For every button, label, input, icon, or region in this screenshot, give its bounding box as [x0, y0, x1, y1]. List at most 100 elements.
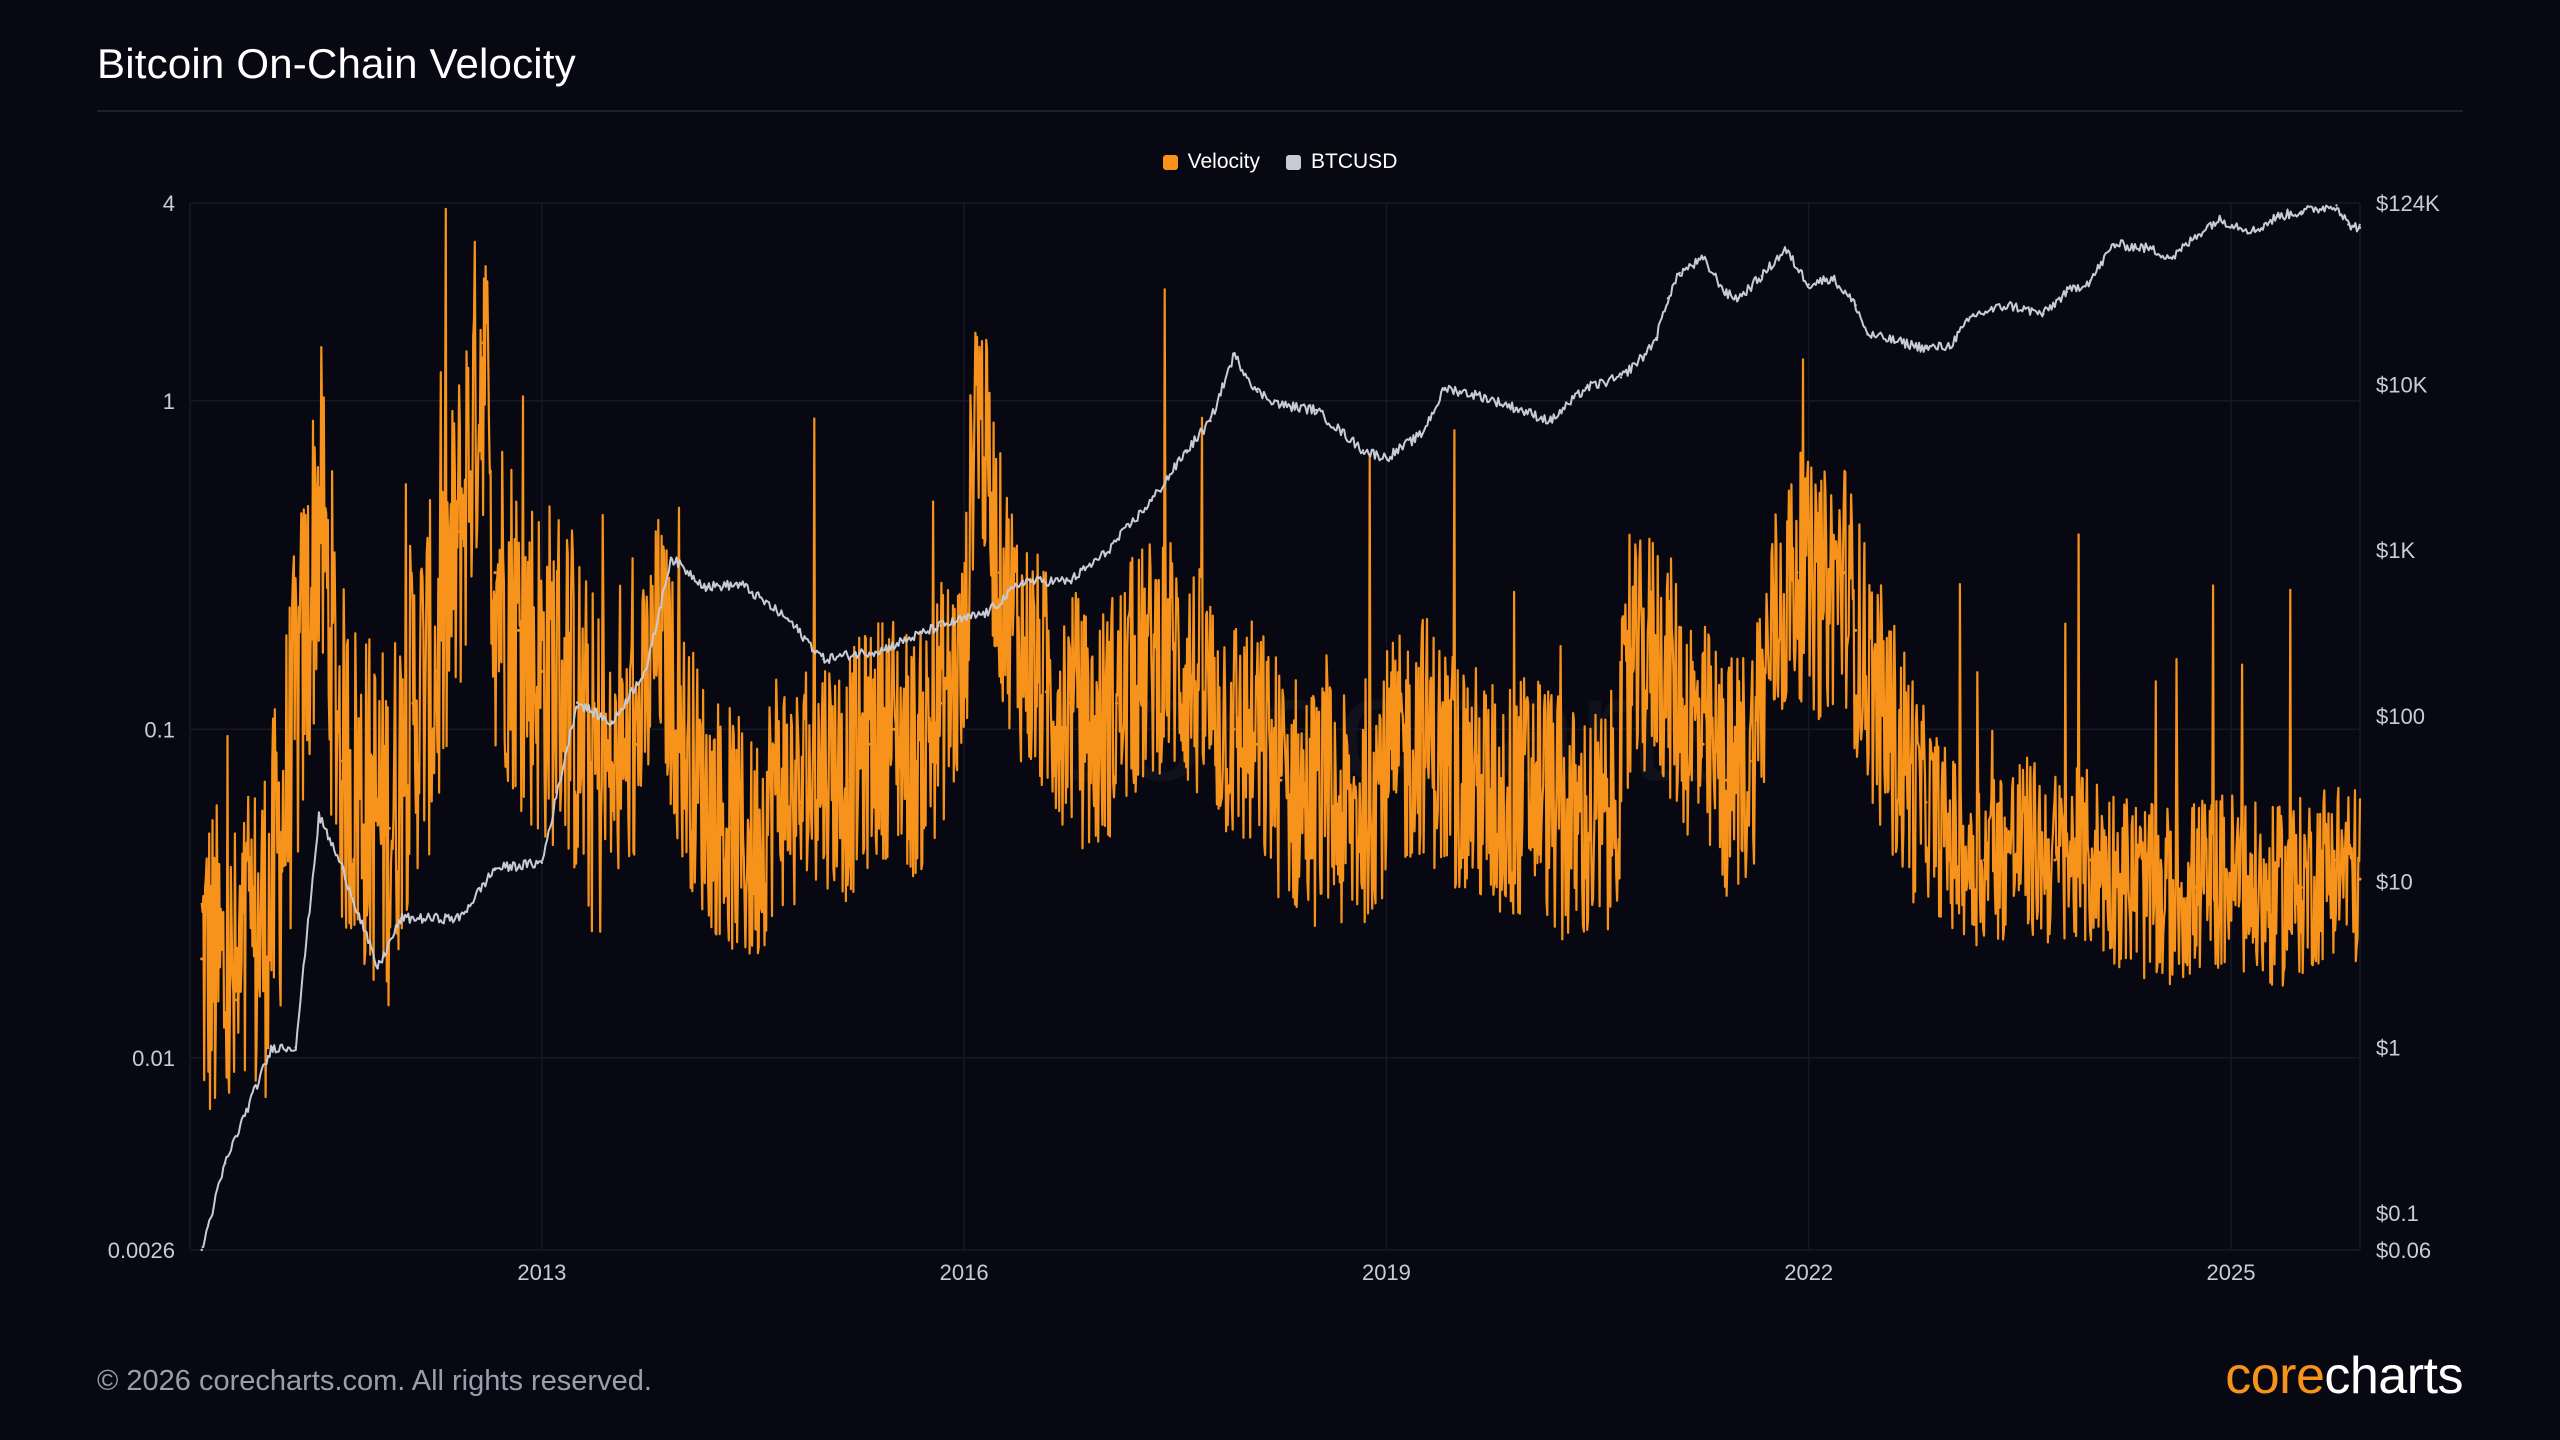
velocity-point	[1209, 701, 1212, 705]
velocity-point	[1068, 701, 1072, 705]
velocity-point	[939, 701, 943, 705]
btcusd-point	[399, 917, 403, 920]
velocity-point	[1795, 571, 1799, 575]
velocity-point	[962, 669, 966, 673]
btcusd-point	[1103, 552, 1107, 555]
btcusd-point	[822, 657, 825, 661]
velocity-point	[1162, 643, 1166, 647]
x-tick-label: 2013	[517, 1260, 566, 1285]
btcusd-point	[1643, 353, 1646, 357]
btcusd-point	[1021, 579, 1024, 583]
velocity-point	[1772, 628, 1775, 632]
y-left-tick-label: 0.01	[132, 1046, 175, 1071]
velocity-point	[1901, 759, 1904, 763]
btcusd-point	[1232, 353, 1236, 357]
velocity-point	[1115, 701, 1119, 705]
btcusd-point	[1443, 386, 1447, 390]
velocity-point	[1560, 826, 1564, 830]
btcusd-point	[1420, 433, 1423, 436]
velocity-point	[610, 778, 614, 782]
velocity-point	[1983, 858, 1987, 862]
btcusd-point	[1256, 390, 1259, 394]
velocity-point	[798, 800, 802, 804]
legend-item-btcusd[interactable]: BTCUSD	[1286, 150, 1397, 174]
btcusd-point	[1479, 394, 1482, 398]
y-left-tick-label: 1	[163, 389, 175, 414]
velocity-point	[2018, 841, 2022, 845]
x-tick-label: 2022	[1784, 1260, 1833, 1285]
velocity-point	[493, 571, 497, 575]
y-right-tick-label: $1	[2376, 1035, 2400, 1060]
legend-label-velocity: Velocity	[1187, 150, 1261, 173]
brand-logo[interactable]: corecharts	[2225, 1346, 2463, 1406]
chart-legend: Velocity BTCUSD	[0, 150, 2560, 174]
btcusd-point	[1549, 419, 1552, 423]
btcusd-point	[1831, 276, 1834, 279]
velocity-point	[657, 628, 661, 632]
legend-swatch-velocity	[1162, 154, 1178, 170]
y-left-tick-label: 0.1	[144, 717, 175, 742]
legend-swatch-btcusd	[1286, 154, 1302, 170]
btcusd-point	[2112, 243, 2115, 246]
y-right-tick-label: $0.06	[2376, 1238, 2431, 1263]
velocity-point	[1924, 800, 1928, 804]
copyright-footer: © 2026 corecharts.com. All rights reserv…	[97, 1365, 652, 1397]
velocity-point	[1854, 628, 1858, 632]
velocity-point	[1279, 778, 1283, 782]
y-right-tick-label: $100	[2376, 704, 2425, 729]
btcusd-point	[1314, 408, 1318, 412]
velocity-point	[1537, 778, 1541, 782]
y-left-tick-label: 4	[163, 191, 175, 216]
velocity-point	[563, 669, 567, 673]
btcusd-point	[1279, 403, 1283, 407]
btcusd-point	[540, 861, 544, 864]
brand-logo-part2: charts	[2324, 1347, 2463, 1405]
velocity-point	[845, 778, 849, 782]
btcusd-point	[611, 722, 614, 725]
velocity-point	[704, 800, 708, 804]
btcusd-point	[1666, 297, 1670, 300]
velocity-point	[387, 826, 391, 830]
velocity-point	[1255, 742, 1259, 746]
btcusd-point	[740, 583, 743, 586]
btcusd-point	[669, 556, 673, 559]
btcusd-point	[2335, 204, 2338, 207]
btcusd-point	[646, 664, 649, 668]
x-tick-label: 2019	[1362, 1260, 1411, 1285]
btcusd-point	[2218, 218, 2221, 222]
btcusd-point	[2253, 229, 2256, 233]
velocity-point	[1467, 778, 1470, 782]
legend-item-velocity[interactable]: Velocity	[1162, 150, 1261, 174]
velocity-point	[540, 669, 544, 673]
velocity-point	[2194, 886, 2198, 889]
btcusd-point	[493, 867, 497, 870]
btcusd-point	[2089, 279, 2092, 283]
btcusd-point	[376, 967, 379, 970]
velocity-point	[1326, 800, 1330, 804]
page-title: Bitcoin On-Chain Velocity	[97, 40, 576, 87]
velocity-point	[775, 778, 778, 782]
velocity-point	[751, 858, 755, 862]
velocity-point	[2088, 858, 2092, 862]
velocity-point	[270, 899, 274, 903]
btcusd-point	[200, 1248, 203, 1252]
btcusd-point	[1385, 456, 1388, 459]
btcusd-point	[2147, 247, 2151, 250]
btcusd-point	[2171, 256, 2174, 259]
velocity-point	[1607, 826, 1611, 830]
velocity-point	[341, 759, 344, 763]
y-left-tick-label: 0.0026	[108, 1238, 175, 1263]
velocity-point	[1490, 800, 1494, 804]
velocity-point	[1948, 841, 1951, 845]
velocity-point	[2299, 886, 2303, 889]
btcusd-point	[1361, 449, 1365, 452]
velocity-point	[1420, 727, 1424, 731]
btcusd-point	[2206, 224, 2209, 228]
btcusd-point	[1150, 499, 1154, 502]
btcusd-point	[1619, 376, 1623, 379]
btcusd-point	[2358, 226, 2362, 229]
btcusd-point	[880, 648, 884, 652]
btcusd-point	[2347, 223, 2350, 226]
velocity-point	[1701, 742, 1705, 746]
